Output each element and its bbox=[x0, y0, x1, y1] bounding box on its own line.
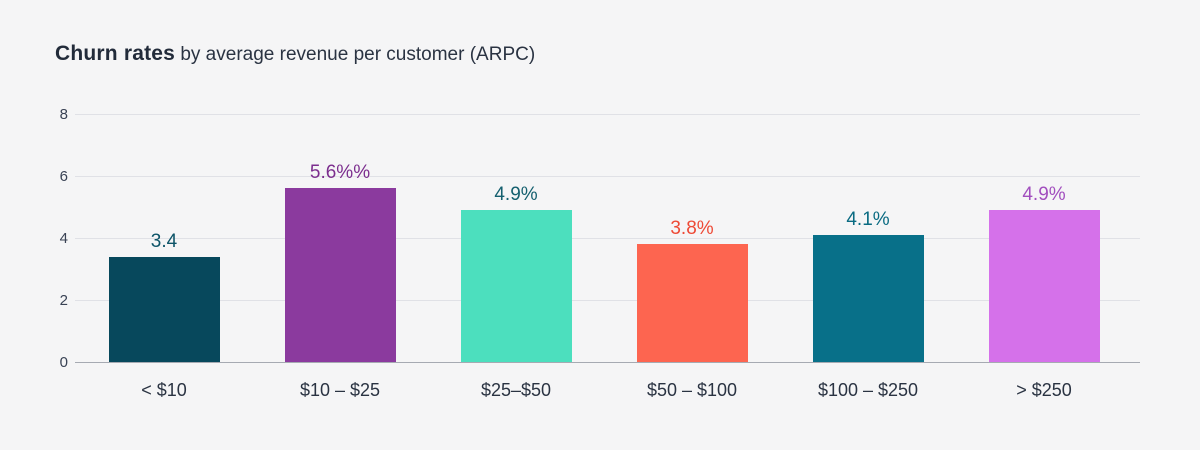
value-label-$25–$50: 4.9% bbox=[494, 184, 538, 206]
gridline-y-2 bbox=[75, 300, 1140, 301]
x-axis-label-$50 – $100: $50 – $100 bbox=[646, 380, 738, 400]
gridline-y-6 bbox=[75, 176, 1140, 177]
gridline-y-8 bbox=[75, 114, 1140, 115]
y-axis-tick-4: 4 bbox=[59, 230, 68, 247]
bar-$100 – $250[interactable] bbox=[812, 234, 924, 362]
y-axis-tick-0: 0 bbox=[59, 354, 68, 371]
y-axis-tick-6: 6 bbox=[59, 168, 68, 185]
value-label-$100 – $250: 4.1% bbox=[846, 208, 890, 230]
x-axis-label-$100 – $250: $100 – $250 bbox=[817, 380, 919, 400]
x-axis-label-> $250: > $250 bbox=[1016, 380, 1072, 400]
x-axis-label-$10 – $25: $10 – $25 bbox=[299, 380, 381, 400]
value-label-< $10: 3.4 bbox=[150, 230, 178, 252]
gridline-y-0 bbox=[75, 362, 1140, 363]
y-axis-tick-2: 2 bbox=[59, 292, 68, 309]
bar-> $250[interactable] bbox=[988, 210, 1100, 362]
bar-$50 – $100[interactable] bbox=[636, 244, 748, 362]
value-label-$10 – $25: 5.6%% bbox=[309, 162, 371, 184]
value-label-> $250: 4.9% bbox=[1022, 184, 1066, 206]
x-axis-label-$25–$50: $25–$50 bbox=[480, 380, 552, 400]
chart-title-bold: Churn rates bbox=[55, 42, 176, 65]
bar-$25–$50[interactable] bbox=[460, 210, 572, 362]
bar-$10 – $25[interactable] bbox=[284, 188, 396, 362]
x-axis-label-< $10: < $10 bbox=[141, 380, 187, 400]
chart-title-subtitle: by average revenue per customer (ARPC) bbox=[175, 44, 536, 65]
chart-title: Churn rates by average revenue per custo… bbox=[55, 42, 535, 66]
bar-< $10[interactable] bbox=[108, 256, 220, 362]
y-axis-tick-8: 8 bbox=[59, 106, 68, 123]
gridline-y-4 bbox=[75, 238, 1140, 239]
value-label-$50 – $100: 3.8% bbox=[670, 218, 714, 240]
